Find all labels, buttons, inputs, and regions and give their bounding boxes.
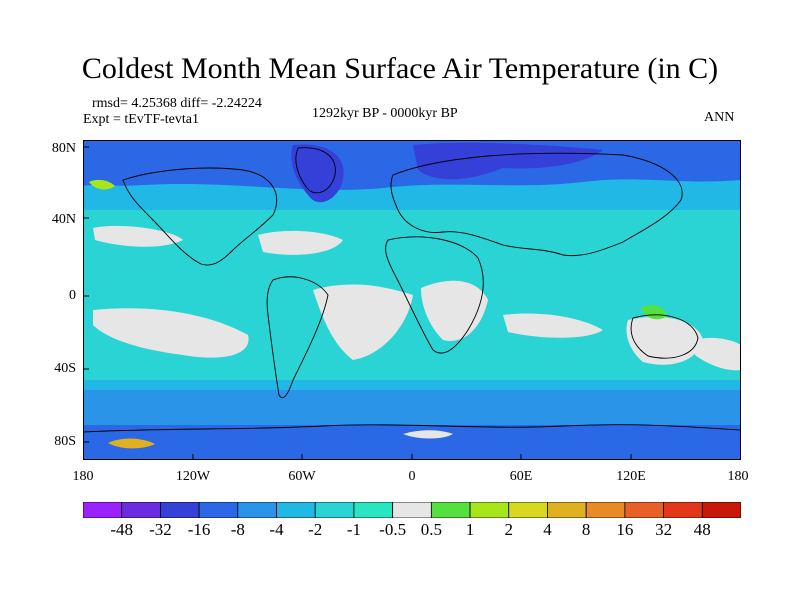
antarctic-warm-spot	[108, 438, 155, 449]
south-america-coast	[266, 276, 329, 399]
colorbar-swatch	[314, 502, 355, 518]
y-tick-label: 40N	[51, 212, 76, 227]
colorbar-label: 48	[693, 520, 711, 539]
x-tick-label: 60E	[509, 469, 533, 484]
antarctic-warm-patch	[403, 430, 453, 439]
north-america-coast	[122, 167, 278, 266]
x-tick-label: 180	[727, 469, 749, 484]
colorbar-label: -2	[308, 520, 323, 539]
colorbar-swatch	[392, 502, 432, 518]
australia-patch	[626, 316, 703, 365]
colorbar-label: -48	[110, 520, 134, 539]
siberia-anomaly	[413, 142, 603, 180]
south-indian-patch	[695, 337, 741, 371]
colorbar-swatch	[663, 502, 703, 518]
eurasia-coast	[390, 152, 683, 257]
colorbar-label: 4	[543, 520, 552, 539]
colorbar-swatch	[198, 502, 239, 518]
colorbar-swatch	[624, 502, 664, 518]
new-guinea-anomaly	[641, 305, 667, 320]
colorbar-swatch	[160, 502, 200, 518]
colorbar-label: 1	[465, 520, 475, 539]
experiment-text: Expt = tEvTF-tevta1	[83, 112, 199, 127]
x-tick-label: 60W	[288, 469, 316, 484]
season-text: ANN	[704, 110, 735, 125]
colorbar-swatch	[430, 502, 471, 518]
greenland-anomaly	[291, 144, 344, 203]
x-tick-label: 120W	[175, 469, 211, 484]
east-pacific-patch	[93, 308, 249, 358]
colorbar-label: 16	[616, 520, 634, 539]
y-tick-label: 80S	[54, 434, 76, 449]
colorbar-swatch	[83, 502, 123, 518]
colorbar-label: -4	[269, 520, 284, 539]
antarctica-coast	[83, 424, 741, 433]
colorbar-label: -16	[187, 520, 211, 539]
colorbar-label: -1	[346, 520, 362, 539]
temperature-map	[83, 140, 741, 460]
rmsd-diff-text: rmsd= 4.25368 diff= -2.24224	[92, 96, 262, 111]
x-tick-label: 120E	[616, 469, 646, 484]
colorbar-label: -8	[230, 520, 245, 539]
x-tick-label: 0	[408, 469, 416, 484]
colorbar-swatch	[237, 502, 277, 518]
colorbar-label: 8	[581, 520, 591, 539]
colorbar-swatch	[121, 502, 161, 518]
arctic-warm-spot	[89, 179, 115, 190]
colorbar-label: 0.5	[420, 520, 442, 539]
colorbar	[83, 502, 741, 518]
colorbar-swatch	[469, 502, 510, 518]
north-atlantic-patch	[258, 230, 343, 255]
indian-ocean-patch	[503, 313, 603, 338]
north-pacific-patch	[93, 225, 183, 247]
greenland-coast	[295, 147, 336, 194]
colorbar-swatch	[353, 502, 394, 518]
colorbar-swatch	[276, 502, 316, 518]
y-tick-label: 0	[69, 288, 76, 303]
colorbar-label: 2	[504, 520, 514, 539]
colorbar-swatch	[508, 502, 548, 518]
colorbar-swatch	[701, 502, 741, 518]
south-america-patch	[313, 284, 413, 360]
colorbar-label: 32	[655, 520, 673, 539]
y-tick-label: 40S	[54, 361, 76, 376]
africa-patch	[421, 280, 488, 341]
colorbar-swatch	[585, 502, 626, 518]
colorbar-label: -32	[149, 520, 172, 539]
x-tick-label: 180	[72, 469, 94, 484]
colorbar-label: -0.5	[379, 520, 407, 539]
africa-coast	[385, 236, 484, 354]
chart-title: Coldest Month Mean Surface Air Temperatu…	[81, 52, 719, 85]
y-tick-label: 80N	[51, 141, 76, 156]
australia-coast	[630, 314, 699, 359]
period-text: 1292kyr BP - 0000kyr BP	[312, 106, 458, 121]
colorbar-swatch	[547, 502, 587, 518]
